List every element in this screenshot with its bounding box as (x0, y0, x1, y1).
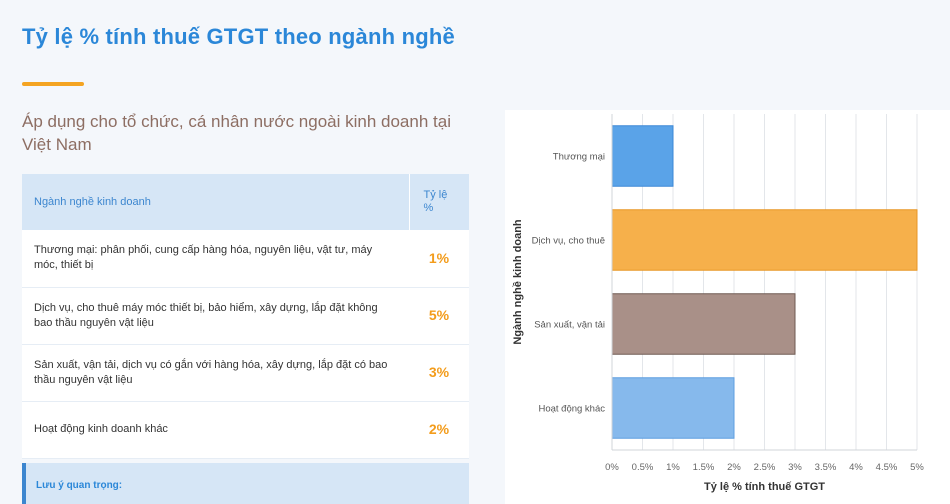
rate-cell: 1% (409, 230, 469, 288)
y-category-label: Thương mại (553, 152, 605, 163)
important-note-label: Lưu ý quan trọng: (36, 480, 123, 491)
x-tick-label: 2.5% (754, 462, 776, 473)
x-tick-label: 3.5% (815, 462, 837, 473)
bar (611, 377, 735, 439)
industry-cell: Thương mại: phân phối, cung cấp hàng hóa… (22, 230, 409, 288)
bar-chart: 0% 0.5% 1% 1.5% 2% 2.5% 3% 3.5% 4% 4.5% 5% Thương m… (512, 114, 924, 493)
bar (611, 293, 796, 355)
table-header-row: Ngành nghề kinh doanh Tỷ lệ % (22, 174, 469, 230)
table-row: Hoạt động kinh doanh khác 2% (22, 401, 469, 459)
table-row: Dịch vụ, cho thuê máy móc thiết bị, bảo … (22, 287, 469, 345)
bar (611, 125, 674, 187)
rate-cell: 5% (409, 287, 469, 345)
rates-table: Ngành nghề kinh doanh Tỷ lệ % Thương mại… (22, 174, 469, 459)
industry-cell: Sản xuất, vận tải, dịch vụ có gắn với hà… (22, 344, 409, 402)
x-tick-label: 1.5% (693, 462, 715, 473)
x-tick-label: 1% (666, 462, 680, 473)
bar (611, 209, 918, 271)
table-row: Sản xuất, vận tải, dịch vụ có gắn với hà… (22, 344, 469, 402)
x-tick-label: 0.5% (632, 462, 654, 473)
x-tick-label: 0% (605, 462, 619, 473)
header-industry: Ngành nghề kinh doanh (22, 174, 410, 230)
y-axis-title: Ngành nghề kinh doanh (512, 219, 524, 345)
x-tick-label: 2% (727, 462, 741, 473)
x-axis-title: Tỷ lệ % tính thuế GTGT (704, 481, 825, 493)
rate-cell: 3% (409, 344, 469, 402)
industry-cell: Dịch vụ, cho thuê máy móc thiết bị, bảo … (22, 287, 409, 345)
content-panel: Tỷ lệ % tính thuế GTGT theo ngành nghề Á… (22, 24, 469, 504)
rate-cell: 2% (409, 401, 469, 459)
x-tick-label: 5% (910, 462, 924, 473)
header-rate: Tỷ lệ % (409, 174, 469, 230)
important-note-box: Lưu ý quan trọng: (22, 463, 469, 504)
table-row: Thương mại: phân phối, cung cấp hàng hóa… (22, 230, 469, 288)
industry-cell: Hoạt động kinh doanh khác (22, 401, 409, 459)
y-category-label: Dịch vụ, cho thuê (532, 236, 605, 247)
y-category-label: Hoạt động khác (538, 404, 605, 415)
x-tick-label: 3% (788, 462, 802, 473)
page-title: Tỷ lệ % tính thuế GTGT theo ngành nghề (22, 24, 455, 49)
chart-card: 0% 0.5% 1% 1.5% 2% 2.5% 3% 3.5% 4% 4.5% 5% Thương m… (505, 110, 950, 504)
page-subtitle: Áp dụng cho tổ chức, cá nhân nước ngoài … (22, 112, 451, 154)
title-accent-bar (22, 82, 84, 86)
x-tick-label: 4.5% (876, 462, 898, 473)
y-category-label: Sản xuất, vận tải (534, 320, 605, 331)
x-tick-label: 4% (849, 462, 863, 473)
